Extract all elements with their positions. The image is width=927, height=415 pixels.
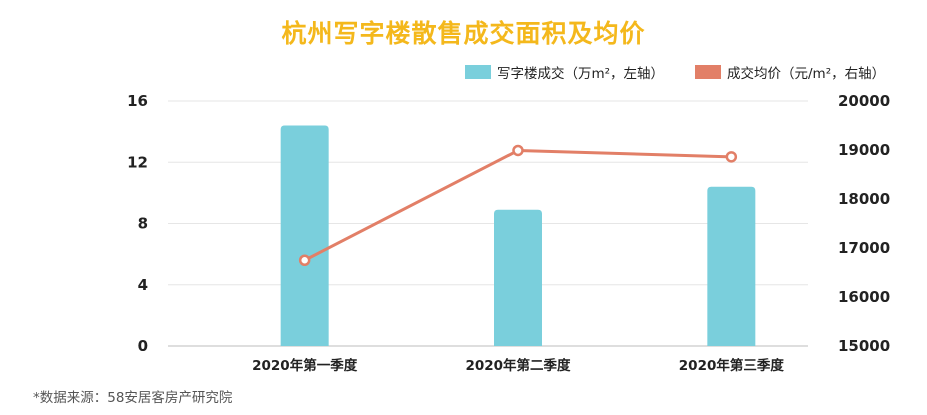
left-tick-label: 4 xyxy=(138,276,148,294)
legend-swatch-bar xyxy=(465,65,491,79)
legend-item-bar: 写字楼成交（万m²，左轴） xyxy=(465,62,664,82)
price-point-3 xyxy=(725,151,738,163)
left-tick-label: 16 xyxy=(127,92,148,110)
category-label: 2020年第二季度 xyxy=(465,357,571,374)
price-point-2 xyxy=(512,144,524,157)
right-tick-label: 19000 xyxy=(838,141,890,159)
source-note: *数据来源：58安居客房产研究院 xyxy=(33,390,233,406)
right-tick-label: 17000 xyxy=(838,239,890,257)
bar-1 xyxy=(280,125,329,346)
category-label: 2020年第一季度 xyxy=(252,357,358,374)
bar-2 xyxy=(494,209,542,346)
legend-swatch-line xyxy=(695,65,721,79)
bar-3 xyxy=(707,186,756,346)
right-tick-label: 20000 xyxy=(838,92,890,110)
right-tick-label: 15000 xyxy=(838,337,890,355)
legend-item-line: 成交均价（元/m²，右轴） xyxy=(695,62,885,82)
left-tick-label: 12 xyxy=(127,153,148,171)
chart-title: 杭州写字楼散售成交面积及均价 xyxy=(281,19,646,48)
price-point-1 xyxy=(298,254,311,266)
legend-label-bar: 写字楼成交（万m²，左轴） xyxy=(497,66,665,82)
category-label: 2020年第三季度 xyxy=(679,357,785,374)
right-tick-label: 18000 xyxy=(838,190,890,208)
right-tick-label: 16000 xyxy=(838,288,890,306)
left-tick-label: 0 xyxy=(138,337,148,355)
left-tick-label: 8 xyxy=(138,215,148,233)
legend-label-line: 成交均价（元/m²，右轴） xyxy=(727,66,886,82)
